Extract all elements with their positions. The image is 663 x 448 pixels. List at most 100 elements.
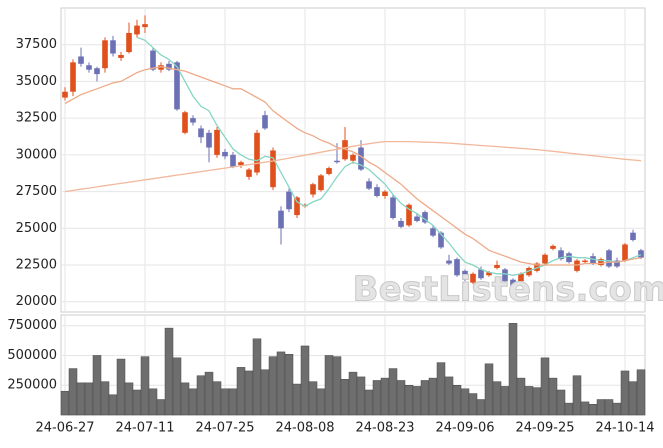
y-tick-label: 27500 (16, 184, 57, 199)
volume-bar (300, 345, 310, 416)
candle-body (598, 259, 604, 266)
candle-body (78, 56, 84, 64)
volume-bar (236, 367, 246, 416)
candle-body (190, 118, 196, 123)
candle-body (526, 267, 532, 276)
volume-bar (316, 388, 326, 416)
candle-body (230, 154, 236, 167)
candle-body (334, 160, 340, 163)
candle-body (206, 132, 212, 148)
volume-bar (404, 384, 414, 416)
candle-body (558, 250, 564, 260)
volume-bar (60, 390, 70, 416)
volume-bar (532, 387, 542, 416)
candle-body (166, 63, 172, 70)
candle-body (358, 147, 364, 170)
volume-bar (484, 363, 494, 416)
volume-bar (196, 375, 206, 416)
volume-bar (476, 399, 486, 416)
candle-body (222, 151, 228, 157)
candle-body (62, 91, 68, 98)
volume-bar (612, 402, 622, 416)
candle-body (278, 210, 284, 229)
y-tick-label: 500000 (7, 348, 57, 363)
volume-bar (548, 377, 558, 416)
volume-bar (140, 356, 150, 416)
volume-bar (188, 388, 198, 416)
candle-body (214, 129, 220, 155)
candle-body (606, 250, 612, 267)
candle-body (70, 62, 76, 92)
candle-body (350, 154, 356, 161)
y-tick-label: 37500 (16, 37, 57, 52)
candle-body (382, 191, 388, 196)
candle-body (502, 269, 508, 282)
candle-body (486, 272, 492, 276)
volume-bar (172, 357, 182, 416)
volume-bar (212, 381, 222, 416)
volume-bar (180, 382, 190, 416)
volume-bar (412, 386, 422, 416)
volume-bar (68, 368, 78, 416)
candle-body (318, 175, 324, 191)
candle-body (158, 65, 164, 70)
volume-bar (396, 380, 406, 416)
volume-bar (332, 356, 342, 416)
candle-body (550, 245, 556, 249)
candle-body (422, 212, 428, 223)
candle-body (470, 273, 476, 283)
volume-bar (516, 377, 526, 416)
candle-body (302, 204, 308, 207)
y-tick-label: 750000 (7, 318, 57, 333)
volume-bar (564, 402, 574, 416)
volume-bar (260, 369, 270, 416)
candle-body (374, 187, 380, 196)
y-tick-label: 25000 (16, 221, 57, 236)
volume-bar (100, 381, 110, 416)
candle-body (126, 32, 132, 53)
volume-bar (628, 381, 638, 416)
candle-body (142, 24, 148, 28)
candle-body (438, 232, 444, 248)
volume-bar (388, 368, 398, 416)
candle-body (622, 244, 628, 261)
volume-bar (148, 388, 158, 416)
candle-body (630, 232, 636, 241)
volume-bar (636, 369, 646, 416)
x-tick-label: 24-09-06 (435, 421, 494, 436)
volume-bar (596, 399, 606, 416)
candle-body (118, 54, 124, 58)
x-tick-label: 24-08-23 (355, 421, 414, 436)
candle-body (238, 162, 244, 166)
candle-body (518, 273, 524, 282)
candle-body (574, 260, 580, 271)
candle-body (310, 184, 316, 195)
x-tick-label: 24-07-25 (195, 421, 254, 436)
candle-body (326, 168, 332, 174)
x-tick-label: 24-10-14 (595, 421, 654, 436)
candle-body (534, 263, 540, 271)
volume-bar (164, 327, 174, 416)
volume-bar (580, 401, 590, 416)
watermark: BestListens.com (353, 270, 663, 310)
volume-bar (420, 380, 430, 416)
volume-bar (460, 388, 470, 416)
candle-body (246, 169, 252, 177)
volume-bar (348, 371, 358, 416)
volume-bar (340, 379, 350, 416)
candle-body (86, 65, 92, 70)
candle-body (366, 181, 372, 189)
volume-bar (84, 382, 94, 416)
y-tick-label: 32500 (16, 111, 57, 126)
y-tick-label: 20000 (16, 294, 57, 309)
candle-body (342, 140, 348, 160)
volume-bar (76, 382, 86, 416)
y-tick-label: 30000 (16, 147, 57, 162)
volume-bar (500, 386, 510, 416)
volume-bar (508, 323, 518, 416)
volume-bar (268, 356, 278, 416)
candle-body (406, 204, 412, 226)
volume-bar (292, 383, 302, 416)
candle-body (638, 250, 644, 258)
